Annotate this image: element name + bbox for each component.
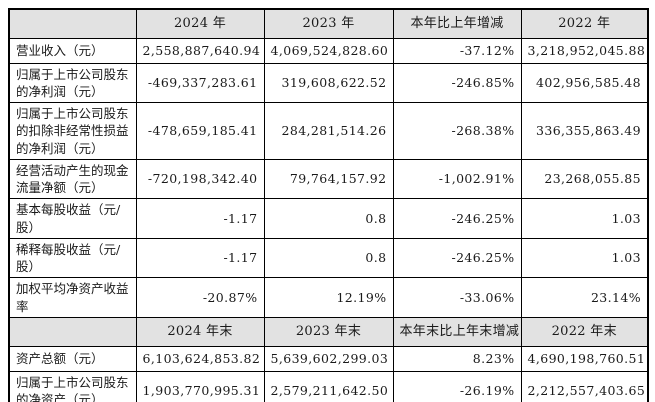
cell-2022: 1.03 xyxy=(520,237,649,279)
cell-2023: 0.8 xyxy=(263,198,394,239)
annual-header-blank xyxy=(8,8,137,39)
annual-header-2022: 2022 年 xyxy=(520,8,649,39)
row-net-assets: 归属于上市公司股东的净资产（元） 1,903,770,995.31 2,579,… xyxy=(8,370,649,402)
row-net-profit: 归属于上市公司股东的净利润（元） -469,337,283.61 319,608… xyxy=(8,62,649,103)
annual-header-change: 本年比上年增减 xyxy=(392,8,522,39)
cell-2024: -720,198,342.40 xyxy=(135,158,265,200)
row-label: 营业收入（元） xyxy=(8,37,137,64)
yearend-header-2023: 2023 年末 xyxy=(263,316,394,347)
cell-change: -246.85% xyxy=(392,62,522,103)
row-diluted-eps: 稀释每股收益（元/股） -1.17 0.8 -246.25% 1.03 xyxy=(8,237,649,279)
cell-2024: 6,103,624,853.82 xyxy=(135,345,265,372)
row-label: 加权平均净资产收益率 xyxy=(8,277,137,318)
yearend-header-change: 本年末比上年末增减 xyxy=(392,316,522,347)
yearend-header-2024: 2024 年末 xyxy=(135,316,265,347)
yearend-header-blank xyxy=(8,316,137,347)
row-net-profit-excl-nonrecurring: 归属于上市公司股东的扣除非经常性损益的净利润（元） -478,659,185.4… xyxy=(8,102,649,160)
cell-2024: -20.87% xyxy=(135,277,265,318)
yearend-header-row: 2024 年末 2023 年末 本年末比上年末增减 2022 年末 xyxy=(8,316,649,347)
row-label: 归属于上市公司股东的扣除非经常性损益的净利润（元） xyxy=(8,102,137,160)
cell-2023: 0.8 xyxy=(263,237,394,279)
cell-2022: 3,218,952,045.88 xyxy=(520,37,649,64)
cell-2023: 2,579,211,642.50 xyxy=(263,370,394,402)
cell-2022: 402,956,585.48 xyxy=(520,62,649,103)
cell-change: 8.23% xyxy=(392,345,522,372)
annual-header-2023: 2023 年 xyxy=(263,8,394,39)
row-label: 资产总额（元） xyxy=(8,345,137,372)
cell-change: -26.19% xyxy=(392,370,522,402)
annual-header-2024: 2024 年 xyxy=(135,8,265,39)
cell-2022: 1.03 xyxy=(520,198,649,239)
yearend-header-2022: 2022 年末 xyxy=(520,316,649,347)
cell-change: -246.25% xyxy=(392,198,522,239)
row-label: 稀释每股收益（元/股） xyxy=(8,237,137,279)
row-total-assets: 资产总额（元） 6,103,624,853.82 5,639,602,299.0… xyxy=(8,345,649,372)
row-weighted-avg-roe: 加权平均净资产收益率 -20.87% 12.19% -33.06% 23.14% xyxy=(8,277,649,318)
cell-2022: 4,690,198,760.51 xyxy=(520,345,649,372)
row-label: 经营活动产生的现金流量净额（元） xyxy=(8,158,137,200)
financial-summary-table: 2024 年 2023 年 本年比上年增减 2022 年 营业收入（元） 2,5… xyxy=(8,8,649,402)
row-operating-cash-flow: 经营活动产生的现金流量净额（元） -720,198,342.40 79,764,… xyxy=(8,158,649,200)
cell-2022: 23.14% xyxy=(520,277,649,318)
row-label: 基本每股收益（元/股） xyxy=(8,198,137,239)
cell-2024: 2,558,887,640.94 xyxy=(135,37,265,64)
cell-change: -268.38% xyxy=(392,102,522,160)
cell-2022: 23,268,055.85 xyxy=(520,158,649,200)
row-label: 归属于上市公司股东的净利润（元） xyxy=(8,62,137,103)
cell-change: -33.06% xyxy=(392,277,522,318)
cell-change: -37.12% xyxy=(392,37,522,64)
cell-2022: 2,212,557,403.65 xyxy=(520,370,649,402)
cell-change: -1,002.91% xyxy=(392,158,522,200)
cell-2023: 4,069,524,828.60 xyxy=(263,37,394,64)
cell-2022: 336,355,863.49 xyxy=(520,102,649,160)
cell-2023: 284,281,514.26 xyxy=(263,102,394,160)
row-operating-revenue: 营业收入（元） 2,558,887,640.94 4,069,524,828.6… xyxy=(8,37,649,64)
cell-change: -246.25% xyxy=(392,237,522,279)
row-label: 归属于上市公司股东的净资产（元） xyxy=(8,370,137,402)
row-basic-eps: 基本每股收益（元/股） -1.17 0.8 -246.25% 1.03 xyxy=(8,198,649,239)
cell-2023: 12.19% xyxy=(263,277,394,318)
cell-2023: 5,639,602,299.03 xyxy=(263,345,394,372)
cell-2023: 319,608,622.52 xyxy=(263,62,394,103)
cell-2024: -1.17 xyxy=(135,237,265,279)
cell-2024: -478,659,185.41 xyxy=(135,102,265,160)
annual-header-row: 2024 年 2023 年 本年比上年增减 2022 年 xyxy=(8,8,649,39)
cell-2024: -1.17 xyxy=(135,198,265,239)
cell-2024: 1,903,770,995.31 xyxy=(135,370,265,402)
cell-2023: 79,764,157.92 xyxy=(263,158,394,200)
cell-2024: -469,337,283.61 xyxy=(135,62,265,103)
